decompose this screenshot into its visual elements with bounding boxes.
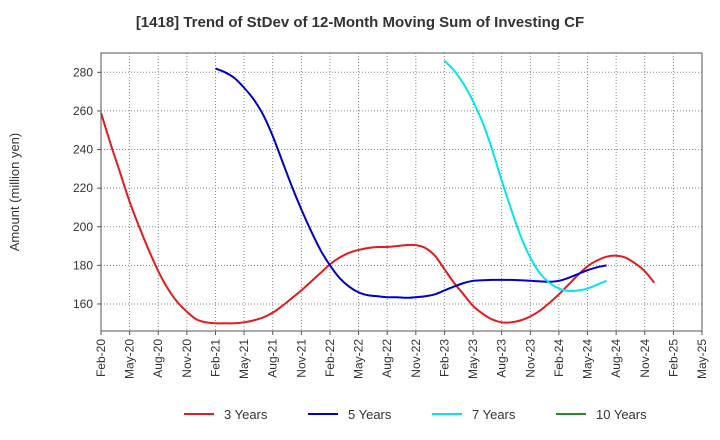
x-tick-label: Nov-24 bbox=[638, 339, 652, 378]
y-tick-label: 260 bbox=[73, 104, 93, 118]
x-tick-label: May-23 bbox=[466, 339, 480, 379]
plot-background bbox=[101, 53, 702, 331]
x-tick-label: May-24 bbox=[581, 339, 595, 379]
x-tick-label: Aug-22 bbox=[380, 339, 394, 378]
y-tick-label: 200 bbox=[73, 220, 93, 234]
x-tick-label: Aug-23 bbox=[495, 339, 509, 378]
plot-area bbox=[101, 53, 702, 331]
x-tick-label: Feb-23 bbox=[437, 339, 451, 377]
legend-label-7-years: 7 Years bbox=[472, 407, 516, 422]
plot-frame bbox=[100, 52, 703, 332]
y-tick-label: 240 bbox=[73, 143, 93, 157]
x-tick-label: May-22 bbox=[352, 339, 366, 379]
x-tick-label: Feb-22 bbox=[323, 339, 337, 377]
axes: 160 180 200 220 240 260 280 Feb-20 May-20 Aug-20 N… bbox=[7, 65, 709, 379]
x-tick-label: Feb-24 bbox=[552, 339, 566, 377]
y-tick-label: 160 bbox=[73, 297, 93, 311]
x-tick-label: May-20 bbox=[123, 339, 137, 379]
x-tick-label: Feb-21 bbox=[208, 339, 222, 377]
grid-layer bbox=[100, 53, 703, 331]
x-tick-label: Aug-24 bbox=[609, 339, 623, 378]
legend: 3 Years 5 Years 7 Years 10 Years bbox=[184, 407, 647, 422]
x-tick-label: Feb-20 bbox=[94, 339, 108, 377]
y-tick-label: 280 bbox=[73, 65, 93, 79]
y-tick-label: 180 bbox=[73, 258, 93, 272]
x-tick-label: Nov-20 bbox=[180, 339, 194, 378]
x-tick-label: May-21 bbox=[237, 339, 251, 379]
x-tick-label: Nov-22 bbox=[409, 339, 423, 378]
x-tick-label: May-25 bbox=[695, 339, 709, 379]
series-line-3-years bbox=[100, 112, 656, 325]
y-axis-title: Amount (million yen) bbox=[7, 133, 22, 252]
legend-label-3-years: 3 Years bbox=[224, 407, 268, 422]
y-tick-label: 220 bbox=[73, 181, 93, 195]
legend-label-5-years: 5 Years bbox=[348, 407, 392, 422]
x-tick-label: Aug-20 bbox=[151, 339, 165, 378]
legend-label-10-years: 10 Years bbox=[596, 407, 647, 422]
x-tick-label: Aug-21 bbox=[266, 339, 280, 378]
x-tick-label: Nov-21 bbox=[294, 339, 308, 378]
series-line-5-years bbox=[215, 67, 607, 299]
x-tick-label: Feb-25 bbox=[666, 339, 680, 377]
x-tick-label: Nov-23 bbox=[523, 339, 537, 378]
chart-title: [1418] Trend of StDev of 12-Month Moving… bbox=[135, 14, 585, 31]
series-layer bbox=[100, 60, 656, 325]
plot-border bbox=[100, 52, 703, 332]
series-line-7-years bbox=[443, 60, 607, 292]
